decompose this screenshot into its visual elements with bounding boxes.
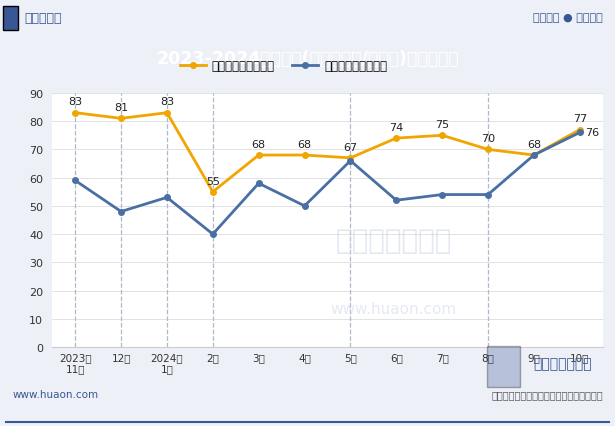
Text: 专业严谨 ● 客观科学: 专业严谨 ● 客观科学 bbox=[533, 13, 603, 23]
Text: 华经情报网: 华经情报网 bbox=[25, 12, 62, 25]
Text: www.huaon.com: www.huaon.com bbox=[12, 389, 98, 399]
Text: 83: 83 bbox=[160, 97, 174, 107]
Text: 68: 68 bbox=[298, 139, 312, 150]
Text: 70: 70 bbox=[481, 134, 495, 144]
Text: 数据来源：中国海关、华经产业研究院整理: 数据来源：中国海关、华经产业研究院整理 bbox=[491, 389, 603, 399]
FancyBboxPatch shape bbox=[487, 346, 520, 387]
Text: 74: 74 bbox=[389, 123, 403, 132]
Text: 华经产业研究院: 华经产业研究院 bbox=[335, 227, 452, 255]
Text: 76: 76 bbox=[585, 128, 600, 138]
Text: 81: 81 bbox=[114, 103, 128, 113]
Text: 华经产业研究院: 华经产业研究院 bbox=[533, 357, 592, 371]
FancyBboxPatch shape bbox=[3, 7, 18, 31]
Text: 75: 75 bbox=[435, 120, 449, 130]
Legend: 出口总额（亿美元）, 进口总额（亿美元）: 出口总额（亿美元）, 进口总额（亿美元） bbox=[175, 55, 392, 78]
Text: 83: 83 bbox=[68, 97, 82, 107]
Text: 77: 77 bbox=[573, 114, 587, 124]
Text: 55: 55 bbox=[206, 176, 220, 186]
Text: 68: 68 bbox=[252, 139, 266, 150]
Text: 68: 68 bbox=[527, 139, 541, 150]
Text: 2023-2024年四川省(境内目的地/货源地)进、出口额: 2023-2024年四川省(境内目的地/货源地)进、出口额 bbox=[156, 49, 459, 68]
Text: 67: 67 bbox=[343, 142, 357, 153]
Text: www.huaon.com: www.huaon.com bbox=[330, 302, 457, 317]
